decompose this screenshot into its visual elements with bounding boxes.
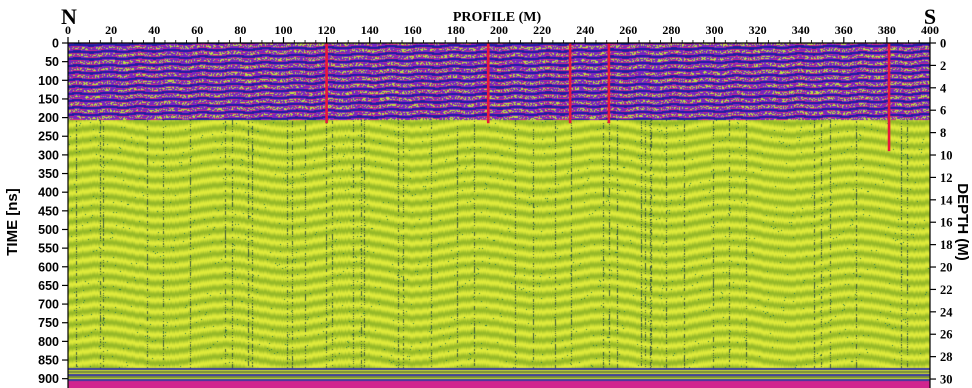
x-tick-label: 100 (275, 23, 293, 37)
y2-tick-label: 20 (940, 261, 953, 275)
y2-tick-label: 4 (940, 81, 947, 95)
south-label: S (924, 4, 936, 29)
y-tick-label: 400 (38, 186, 59, 200)
y2-tick-label: 24 (940, 305, 953, 319)
x-tick-label: 40 (148, 23, 160, 37)
y-tick-label: 750 (38, 316, 59, 330)
y-tick-label: 100 (38, 74, 59, 88)
y2-tick-label: 0 (940, 37, 946, 51)
x-tick-label: 380 (878, 23, 896, 37)
x-tick-label: 400 (921, 23, 939, 37)
x-tick-label: 20 (105, 23, 117, 37)
x-axis-title: PROFILE (M) (453, 10, 542, 25)
y2-tick-label: 12 (940, 171, 953, 185)
y2-tick-label: 18 (940, 238, 953, 252)
y-tick-label: 350 (38, 167, 59, 181)
north-label: N (61, 4, 77, 29)
y2-tick-label: 2 (940, 59, 946, 73)
y-tick-label: 200 (38, 111, 59, 125)
radargram-image (68, 43, 930, 388)
x-axis: 0 20 40 60 80 100 120 140 160 180 200 220 240 260 280 3… (65, 23, 939, 43)
x-tick-label: 340 (792, 23, 810, 37)
x-tick-label: 60 (191, 23, 203, 37)
y-tick-label: 800 (38, 335, 59, 349)
x-tick-label: 280 (662, 23, 680, 37)
y2-axis-title: DEPTH (M) (954, 183, 971, 261)
y-tick-label: 700 (38, 298, 59, 312)
x-tick-label: 0 (65, 23, 71, 37)
y2-tick-label: 26 (940, 328, 953, 342)
y-tick-label: 250 (38, 130, 59, 144)
y2-tick-label: 10 (940, 149, 953, 163)
y-tick-label: 550 (38, 242, 59, 256)
y2-tick-label: 22 (940, 283, 953, 297)
x-tick-label: 160 (404, 23, 422, 37)
y2-tick-label: 28 (940, 350, 953, 364)
y2-tick-label: 8 (940, 126, 946, 140)
x-tick-label: 240 (576, 23, 594, 37)
y2-tick-label: 16 (940, 216, 953, 230)
y2-tick-label: 30 (940, 373, 953, 387)
x-tick-label: 180 (447, 23, 465, 37)
x-tick-label: 220 (533, 23, 551, 37)
section-markers (325, 43, 891, 152)
x-tick-label: 320 (749, 23, 767, 37)
y-tick-label: 300 (38, 148, 59, 162)
y2-tick-label: 14 (940, 193, 953, 207)
y-tick-label: 150 (38, 92, 59, 106)
y-axis-time: 0 50 100 150 200 250 300 350 400 450 500 550 600 650 7… (38, 37, 68, 386)
x-tick-label: 80 (234, 23, 246, 37)
y-tick-label: 650 (38, 279, 59, 293)
x-tick-label: 200 (490, 23, 508, 37)
y-tick-label: 850 (38, 354, 59, 368)
x-tick-label: 260 (619, 23, 637, 37)
y2-tick-label: 6 (940, 104, 946, 118)
y-tick-label: 450 (38, 204, 59, 218)
y-tick-label: 600 (38, 260, 59, 274)
y-tick-label: 0 (52, 37, 59, 51)
y-tick-label: 900 (38, 372, 59, 386)
y-tick-label: 500 (38, 223, 59, 237)
x-tick-label: 360 (835, 23, 853, 37)
x-tick-label: 300 (706, 23, 724, 37)
x-tick-label: 140 (361, 23, 379, 37)
x-tick-label: 120 (318, 23, 336, 37)
y-tick-label: 50 (45, 55, 59, 69)
y-axis-title: TIME [ns] (4, 188, 21, 256)
